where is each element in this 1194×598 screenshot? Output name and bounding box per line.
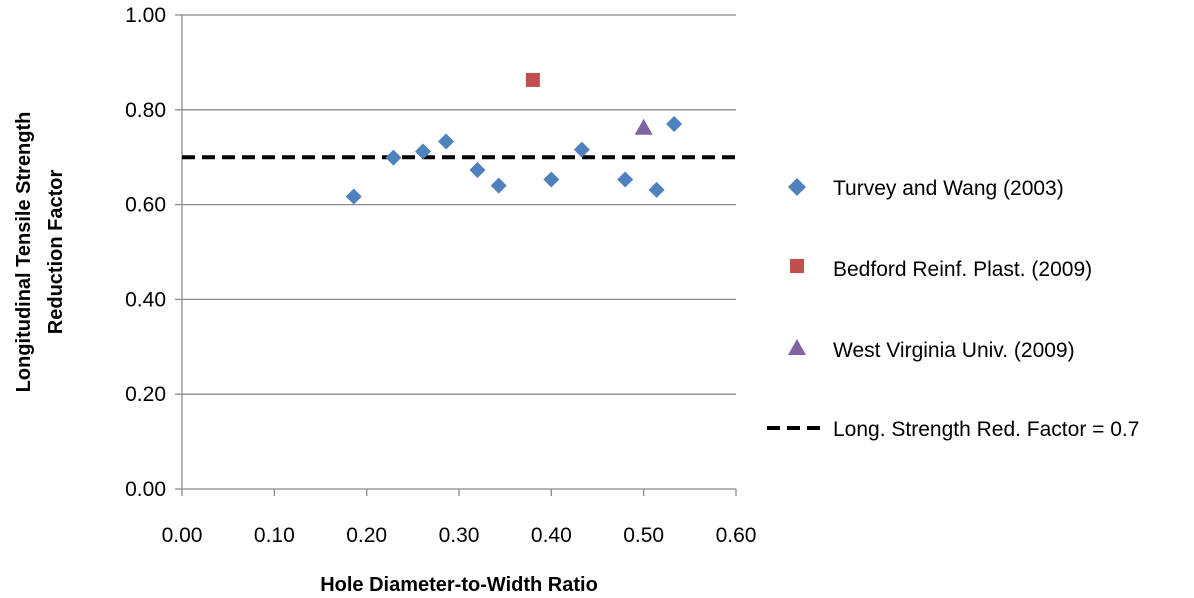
tick-labels: 0.00 0.20 0.40 0.60 0.80 1.00 0.00 0.10 0.20 0.30… bbox=[125, 4, 756, 547]
data-point-diamond bbox=[385, 149, 402, 166]
y-tick-label: 0.40 bbox=[125, 288, 166, 311]
axes bbox=[175, 14, 737, 496]
data-point-triangle bbox=[634, 118, 653, 135]
y-tick-label: 0.00 bbox=[125, 478, 166, 501]
y-tick-label: 1.00 bbox=[125, 4, 166, 27]
data-point-diamond bbox=[617, 171, 634, 188]
y-tick-label: 0.20 bbox=[125, 383, 166, 406]
x-tick-label: 0.60 bbox=[716, 524, 757, 547]
x-tick-label: 0.30 bbox=[439, 524, 480, 547]
legend-diamond-marker bbox=[788, 178, 806, 196]
legend-item-reference-line: Long. Strength Red. Factor = 0.7 bbox=[767, 418, 1139, 441]
y-axis-title-line-2: Reduction Factor bbox=[45, 170, 67, 335]
legend-square-marker bbox=[790, 259, 804, 273]
data-point-diamond bbox=[438, 133, 455, 150]
y-tick-label: 0.60 bbox=[125, 194, 166, 217]
legend-triangle-marker bbox=[788, 339, 806, 355]
legend-label-west-virginia: West Virginia Univ. (2009) bbox=[833, 339, 1075, 362]
legend-item-bedford: Bedford Reinf. Plast. (2009) bbox=[790, 258, 1092, 281]
data-point-diamond bbox=[666, 116, 683, 133]
data-point-diamond bbox=[490, 177, 507, 194]
y-tick-label: 0.80 bbox=[125, 99, 166, 122]
data-points bbox=[345, 72, 683, 205]
data-point-diamond bbox=[345, 188, 362, 205]
data-point-diamond bbox=[543, 171, 560, 188]
legend-label-turvey: Turvey and Wang (2003) bbox=[833, 177, 1064, 200]
legend-label-bedford: Bedford Reinf. Plast. (2009) bbox=[833, 258, 1092, 281]
x-tick-label: 0.10 bbox=[254, 524, 295, 547]
legend-label-reference-line: Long. Strength Red. Factor = 0.7 bbox=[833, 418, 1139, 441]
legend: Turvey and Wang (2003) Bedford Reinf. Pl… bbox=[767, 177, 1139, 441]
legend-item-west-virginia: West Virginia Univ. (2009) bbox=[788, 339, 1075, 362]
legend-item-turvey: Turvey and Wang (2003) bbox=[788, 177, 1064, 200]
x-tick-label: 0.40 bbox=[531, 524, 572, 547]
x-tick-label: 0.00 bbox=[162, 524, 203, 547]
data-point-diamond bbox=[648, 181, 665, 198]
x-tick-label: 0.50 bbox=[623, 524, 664, 547]
x-axis-title: Hole Diameter-to-Width Ratio bbox=[320, 574, 598, 596]
y-axis-title-line-1: Longitudinal Tensile Strength bbox=[13, 112, 35, 393]
gridlines bbox=[182, 14, 736, 395]
data-point-diamond bbox=[414, 143, 431, 160]
data-point-square bbox=[525, 72, 540, 87]
data-point-diamond bbox=[469, 161, 486, 178]
data-point-diamond bbox=[573, 141, 590, 158]
x-tick-label: 0.20 bbox=[346, 524, 387, 547]
